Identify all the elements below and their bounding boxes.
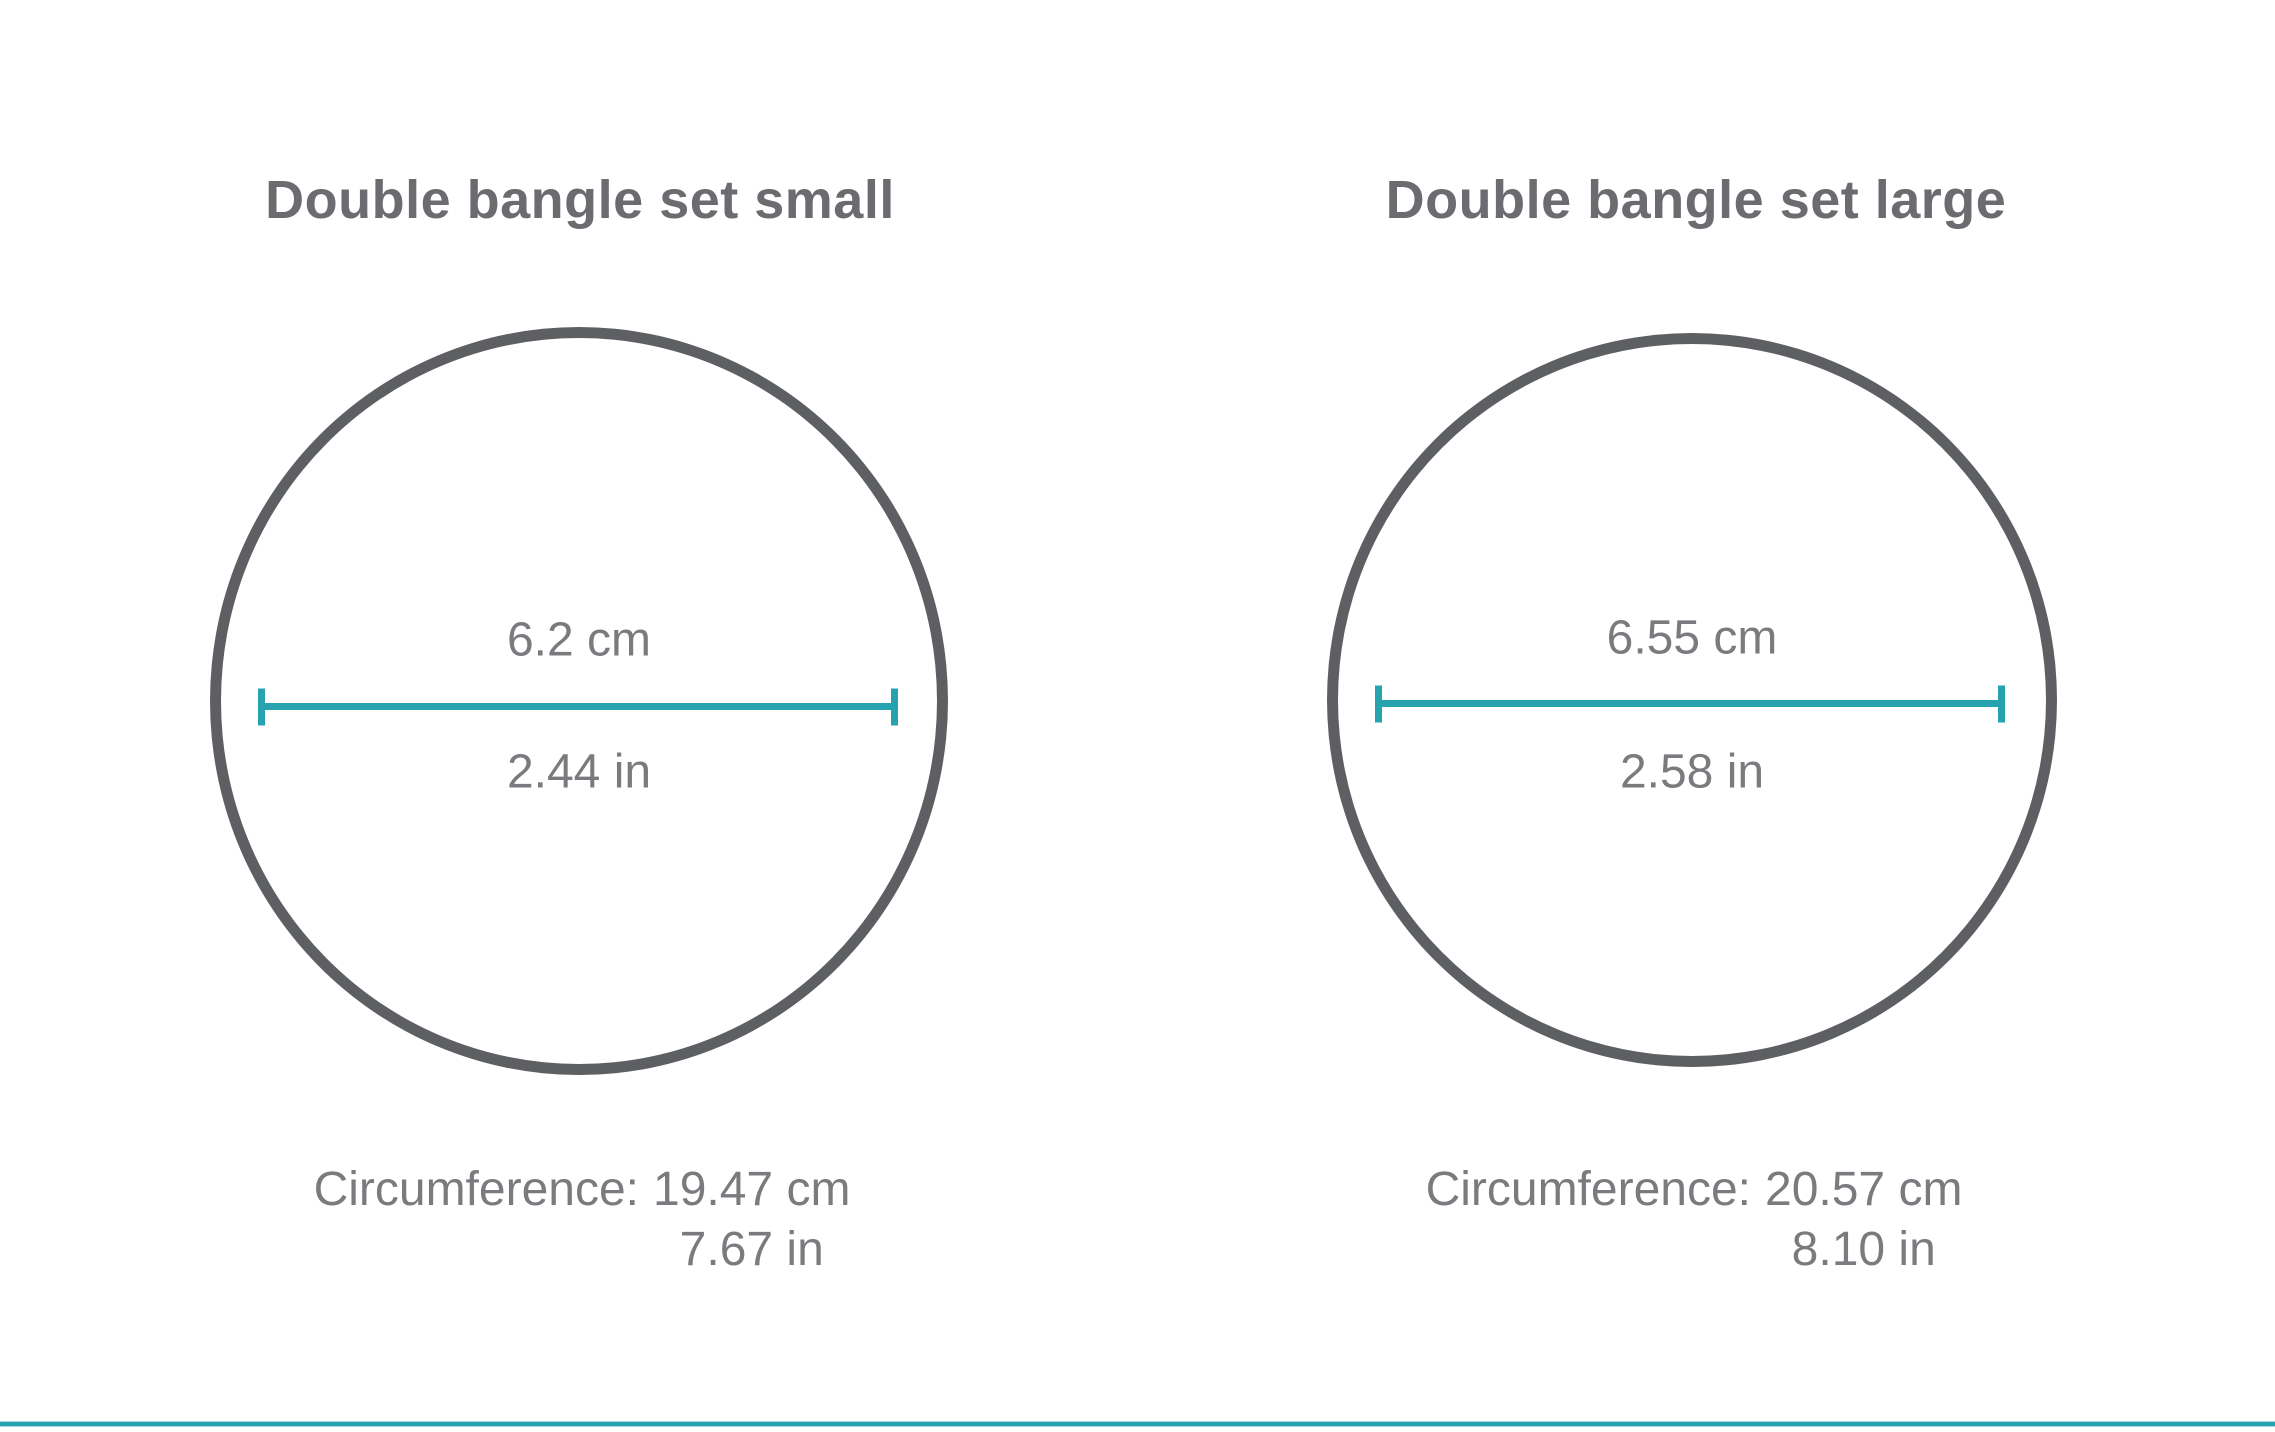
circumference-in-large: 8.10 in (1791, 1223, 1936, 1276)
bangle-circle-small (210, 327, 948, 1075)
diameter-in-label-large: 2.58 in (1619, 745, 1765, 799)
circumference-cm-large: 20.57 cm (1765, 1163, 1963, 1216)
circumference-label-large: Circumference: (1425, 1163, 1751, 1216)
circumference-values-small: 19.47 cm 7.67 in (653, 1160, 850, 1280)
title-small-set: Double bangle set small (265, 170, 895, 230)
circumference-in-small: 7.67 in (679, 1223, 824, 1276)
circumference-label-small: Circumference: (313, 1163, 639, 1216)
bottom-accent-rule (0, 1422, 2275, 1426)
diameter-line-small (258, 703, 898, 710)
circumference-cm-small: 19.47 cm (653, 1163, 851, 1216)
diameter-line-large (1375, 700, 2005, 707)
diameter-in-label-small: 2.44 in (506, 745, 652, 799)
circumference-values-large: 20.57 cm 8.10 in (1765, 1160, 1962, 1280)
diameter-cm-label-small: 6.2 cm (506, 613, 652, 667)
title-large-set: Double bangle set large (1385, 170, 2007, 230)
diameter-cm-label-large: 6.55 cm (1606, 611, 1778, 665)
circumference-large: Circumference: 20.57 cm 8.10 in (1426, 1160, 1963, 1280)
bangle-circle-large (1327, 333, 2057, 1067)
circumference-small: Circumference: 19.47 cm 7.67 in (314, 1160, 851, 1280)
